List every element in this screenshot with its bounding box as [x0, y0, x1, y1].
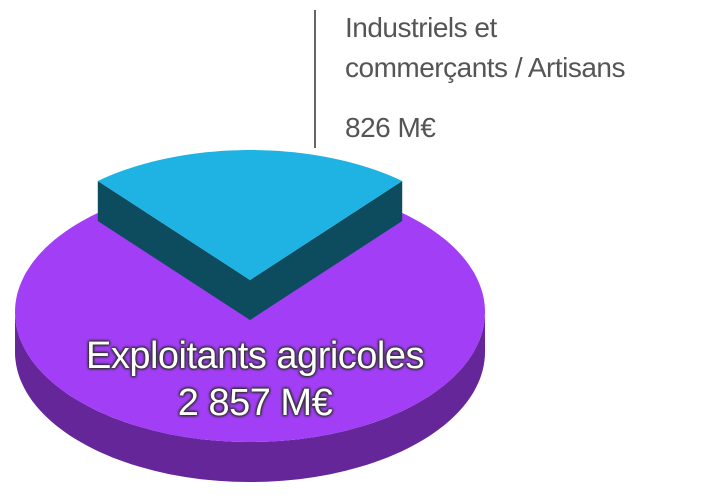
- slice: [15, 212, 485, 482]
- slice-side: [15, 312, 485, 482]
- slice-value-label: 2 857 M€: [177, 382, 333, 424]
- slice: [97, 150, 403, 280]
- slice-label: Exploitants agricoles: [85, 335, 425, 377]
- slice: [15, 213, 485, 442]
- slice-edge: [250, 180, 403, 320]
- slice-label: Industriels et commerçants / Artisans: [345, 12, 625, 83]
- slice-edge: [97, 180, 251, 320]
- slice-value-label: 826 M€: [345, 112, 436, 143]
- slice: [97, 150, 403, 320]
